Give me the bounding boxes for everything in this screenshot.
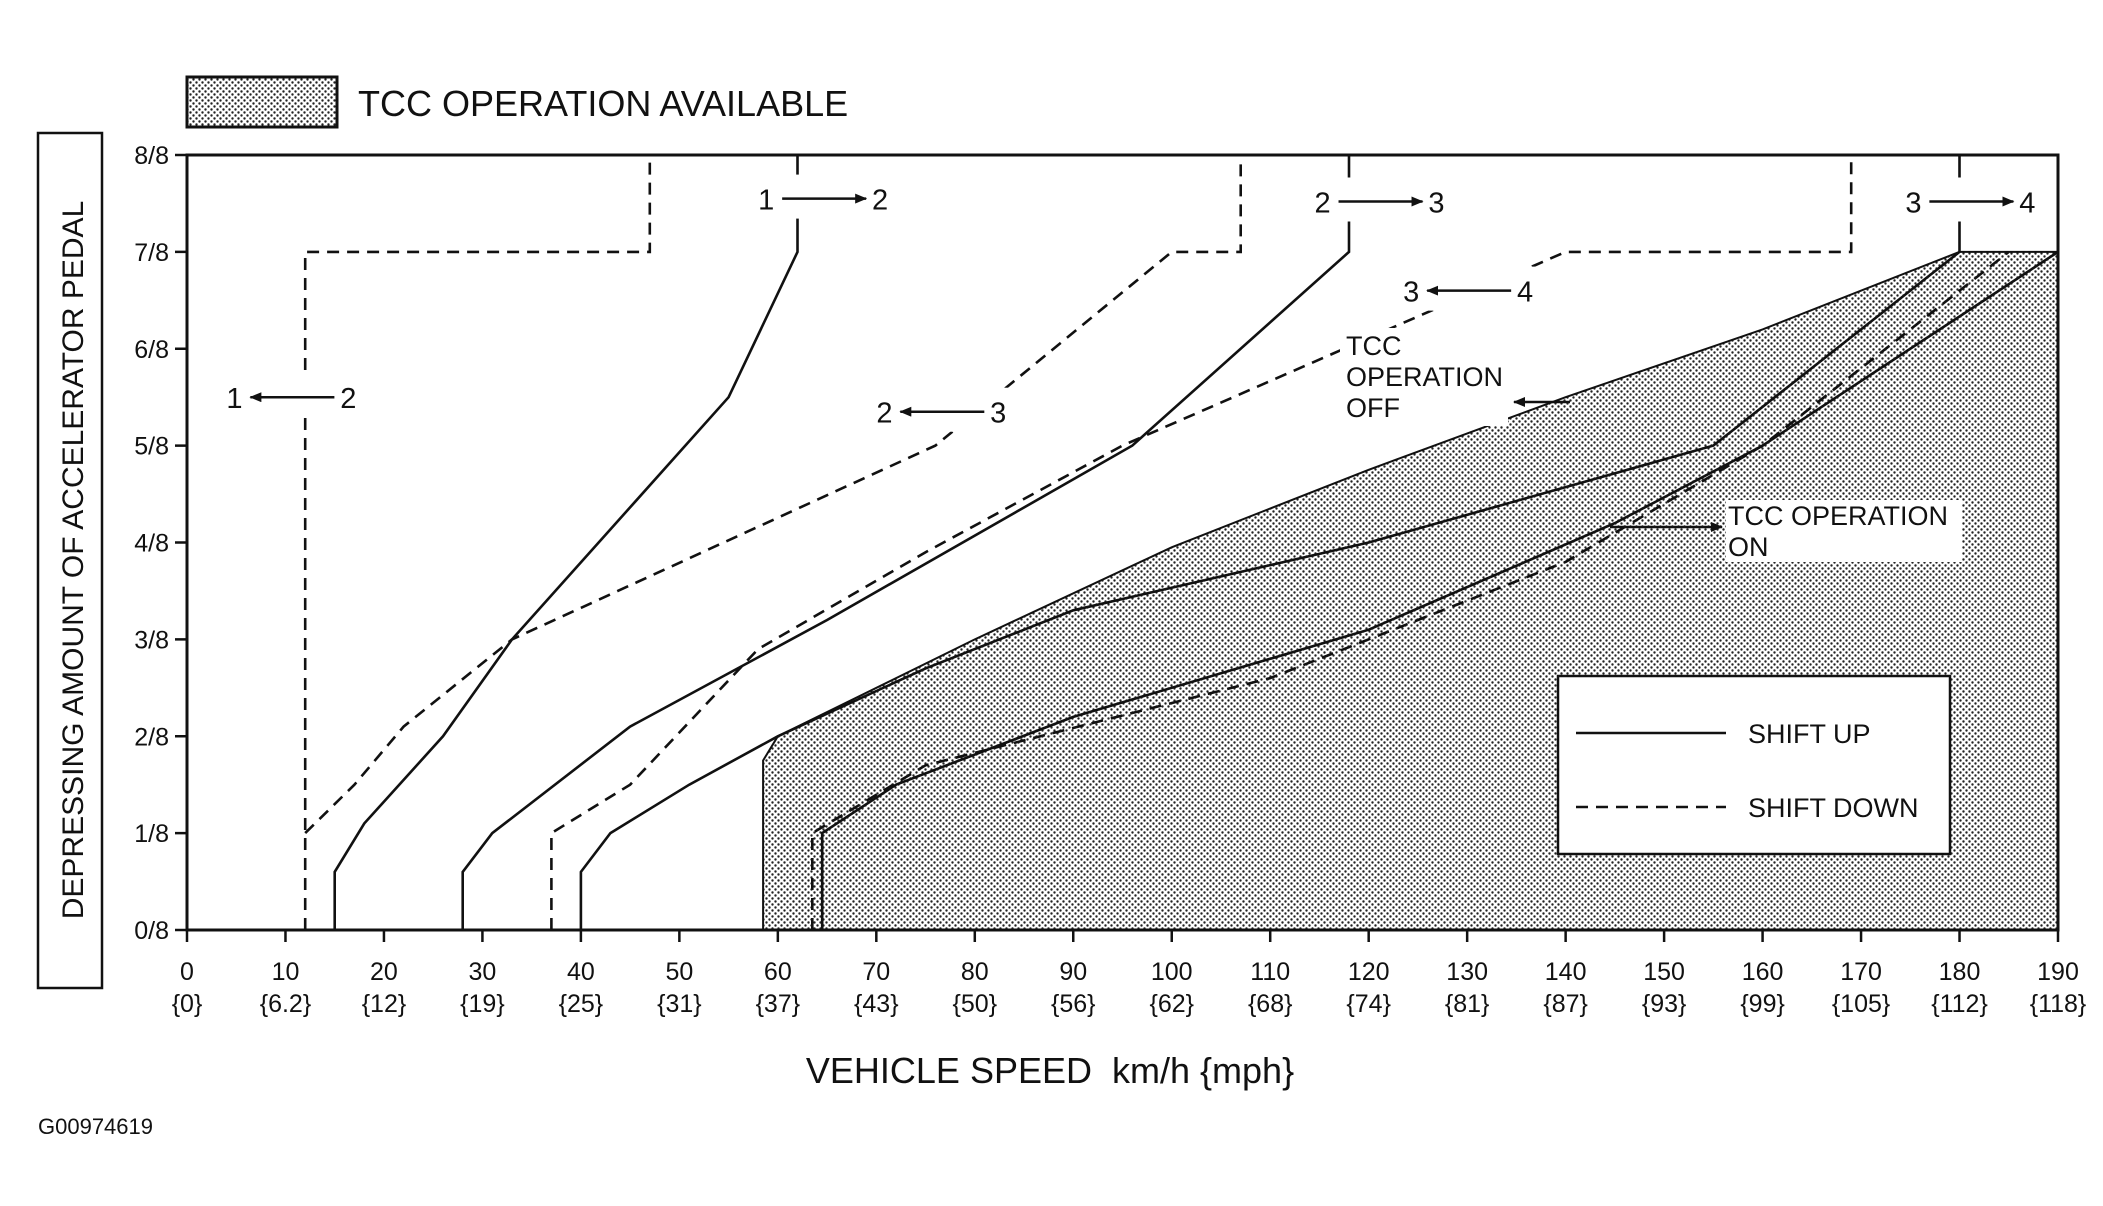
shift-up-legend-label: SHIFT UP	[1748, 719, 1871, 749]
tcc-available-legend-label: TCC OPERATION AVAILABLE	[358, 83, 848, 124]
y-axis-ticks: 0/8 1/8 2/8 3/8 4/8 5/8 6/8 7/8 8/8	[134, 142, 187, 945]
x-tick-label-kmh: 110	[1250, 958, 1290, 986]
figure-code: G00974619	[38, 1114, 153, 1139]
y-tick-label: 1/8	[134, 820, 169, 848]
shift-arrow-to-label: 2	[872, 185, 888, 217]
x-tick-label-kmh: 100	[1151, 958, 1193, 986]
x-tick-label-kmh: 170	[1840, 958, 1882, 986]
y-tick-label: 8/8	[134, 142, 169, 170]
y-axis-title-box	[36, 131, 104, 990]
x-tick-label-kmh: 140	[1545, 958, 1587, 986]
y-tick-label: 0/8	[134, 917, 169, 945]
shift-arrow-to-label: 4	[2019, 188, 2035, 220]
shift-annotations: 1 2 2 3 3 41 2 2 33 4	[216, 174, 2046, 432]
x-tick-label-kmh: 180	[1939, 958, 1981, 986]
shift-up-line-3	[461, 155, 1351, 930]
x-tick-label-mph: {25}	[559, 990, 604, 1018]
shift-down-line-8	[811, 250, 2010, 930]
x-tick-label-mph: {56}	[1051, 990, 1096, 1018]
x-tick-label-mph: {0}	[172, 990, 203, 1018]
x-tick-label-mph: {12}	[362, 990, 407, 1018]
x-tick-label-kmh: 60	[764, 958, 792, 986]
plot-frame	[185, 153, 2060, 932]
tcc-off-label-bg	[1340, 328, 1508, 426]
tcc-available-swatch	[185, 75, 339, 129]
x-tick-label-mph: {6.2}	[260, 990, 311, 1018]
shift-arrow-from-label: 1	[226, 383, 242, 415]
shift-up-line-1	[333, 155, 799, 930]
shift-arrow-from-label: 2	[876, 398, 892, 430]
x-tick-label-mph: {99}	[1740, 990, 1785, 1018]
x-tick-label-kmh: 50	[665, 958, 693, 986]
tcc-off-label-line3: OFF	[1346, 393, 1400, 423]
x-tick-label-mph: {31}	[657, 990, 702, 1018]
y-tick-label: 5/8	[134, 433, 169, 461]
x-tick-label-kmh: 10	[272, 958, 300, 986]
shift-arrow-to-label: 2	[340, 383, 356, 415]
x-tick-label-kmh: 70	[862, 958, 890, 986]
shift-arrow-to-label: 4	[1517, 277, 1533, 309]
shift-up-line-7	[820, 250, 2059, 930]
y-tick-label: 7/8	[134, 239, 169, 267]
x-tick-label-mph: {87}	[1543, 990, 1588, 1018]
shift-up-line-5	[579, 155, 1961, 930]
shift-arrow-from-label: 1	[758, 185, 774, 217]
x-tick-label-kmh: 30	[469, 958, 497, 986]
y-axis-title: DEPRESSING AMOUNT OF ACCELERATOR PEDAL	[57, 201, 90, 920]
y-tick-label: 2/8	[134, 723, 169, 751]
x-tick-label-kmh: 160	[1742, 958, 1784, 986]
shift-lines	[303, 155, 2059, 930]
line-legend-box	[1556, 674, 1952, 856]
tcc-on-label-line2: ON	[1728, 532, 1769, 562]
x-tick-label-mph: {118}	[2030, 990, 2087, 1018]
x-tick-label-mph: {50}	[953, 990, 998, 1018]
shift-arrow-from-label: 3	[1403, 277, 1419, 309]
y-tick-label: 4/8	[134, 530, 169, 558]
x-tick-label-mph: {43}	[854, 990, 899, 1018]
tcc-on-label-line1: TCC OPERATION	[1728, 501, 1948, 531]
shift-down-line-4	[304, 155, 1242, 835]
tcc-on-label-bg	[1726, 500, 1962, 562]
x-tick-label-mph: {68}	[1248, 990, 1293, 1018]
x-tick-label-mph: {37}	[756, 990, 801, 1018]
shift-arrow-to-label: 3	[990, 398, 1006, 430]
x-tick-label-kmh: 40	[567, 958, 595, 986]
x-tick-label-kmh: 120	[1348, 958, 1390, 986]
x-tick-label-kmh: 190	[2037, 958, 2079, 986]
y-tick-label: 3/8	[134, 626, 169, 654]
x-tick-label-mph: {19}	[460, 990, 505, 1018]
x-tick-label-mph: {62}	[1149, 990, 1194, 1018]
x-tick-label-mph: {105}	[1832, 990, 1890, 1018]
shift-arrow-from-label: 3	[1905, 188, 1921, 220]
x-tick-label-mph: {93}	[1642, 990, 1687, 1018]
x-tick-label-kmh: 130	[1446, 958, 1488, 986]
tcc-off-label-line2: OPERATION	[1346, 362, 1503, 392]
x-tick-label-kmh: 0	[180, 958, 194, 986]
x-axis-title: VEHICLE SPEED km/h {mph}	[806, 1050, 1294, 1091]
x-tick-label-kmh: 90	[1059, 958, 1087, 986]
x-tick-label-kmh: 20	[370, 958, 398, 986]
x-tick-label-mph: {112}	[1931, 990, 1988, 1018]
x-tick-label-kmh: 80	[961, 958, 989, 986]
shift-arrow-to-label: 3	[1428, 188, 1444, 220]
shift-down-line-6	[550, 155, 1853, 930]
y-tick-label: 6/8	[134, 336, 169, 364]
x-axis-ticks: 0 {0} 10 {6.2} 20 {12} 30 {19} 40 {25} 50 {31} 60 {37…	[172, 930, 2087, 1018]
x-tick-label-mph: {74}	[1346, 990, 1391, 1018]
shift-down-legend-label: SHIFT DOWN	[1748, 793, 1919, 823]
x-tick-label-kmh: 150	[1643, 958, 1685, 986]
x-tick-label-mph: {81}	[1445, 990, 1490, 1018]
shift-down-line-2	[303, 155, 652, 930]
shift-arrow-from-label: 2	[1315, 188, 1331, 220]
tcc-off-label-line1: TCC	[1346, 331, 1402, 361]
